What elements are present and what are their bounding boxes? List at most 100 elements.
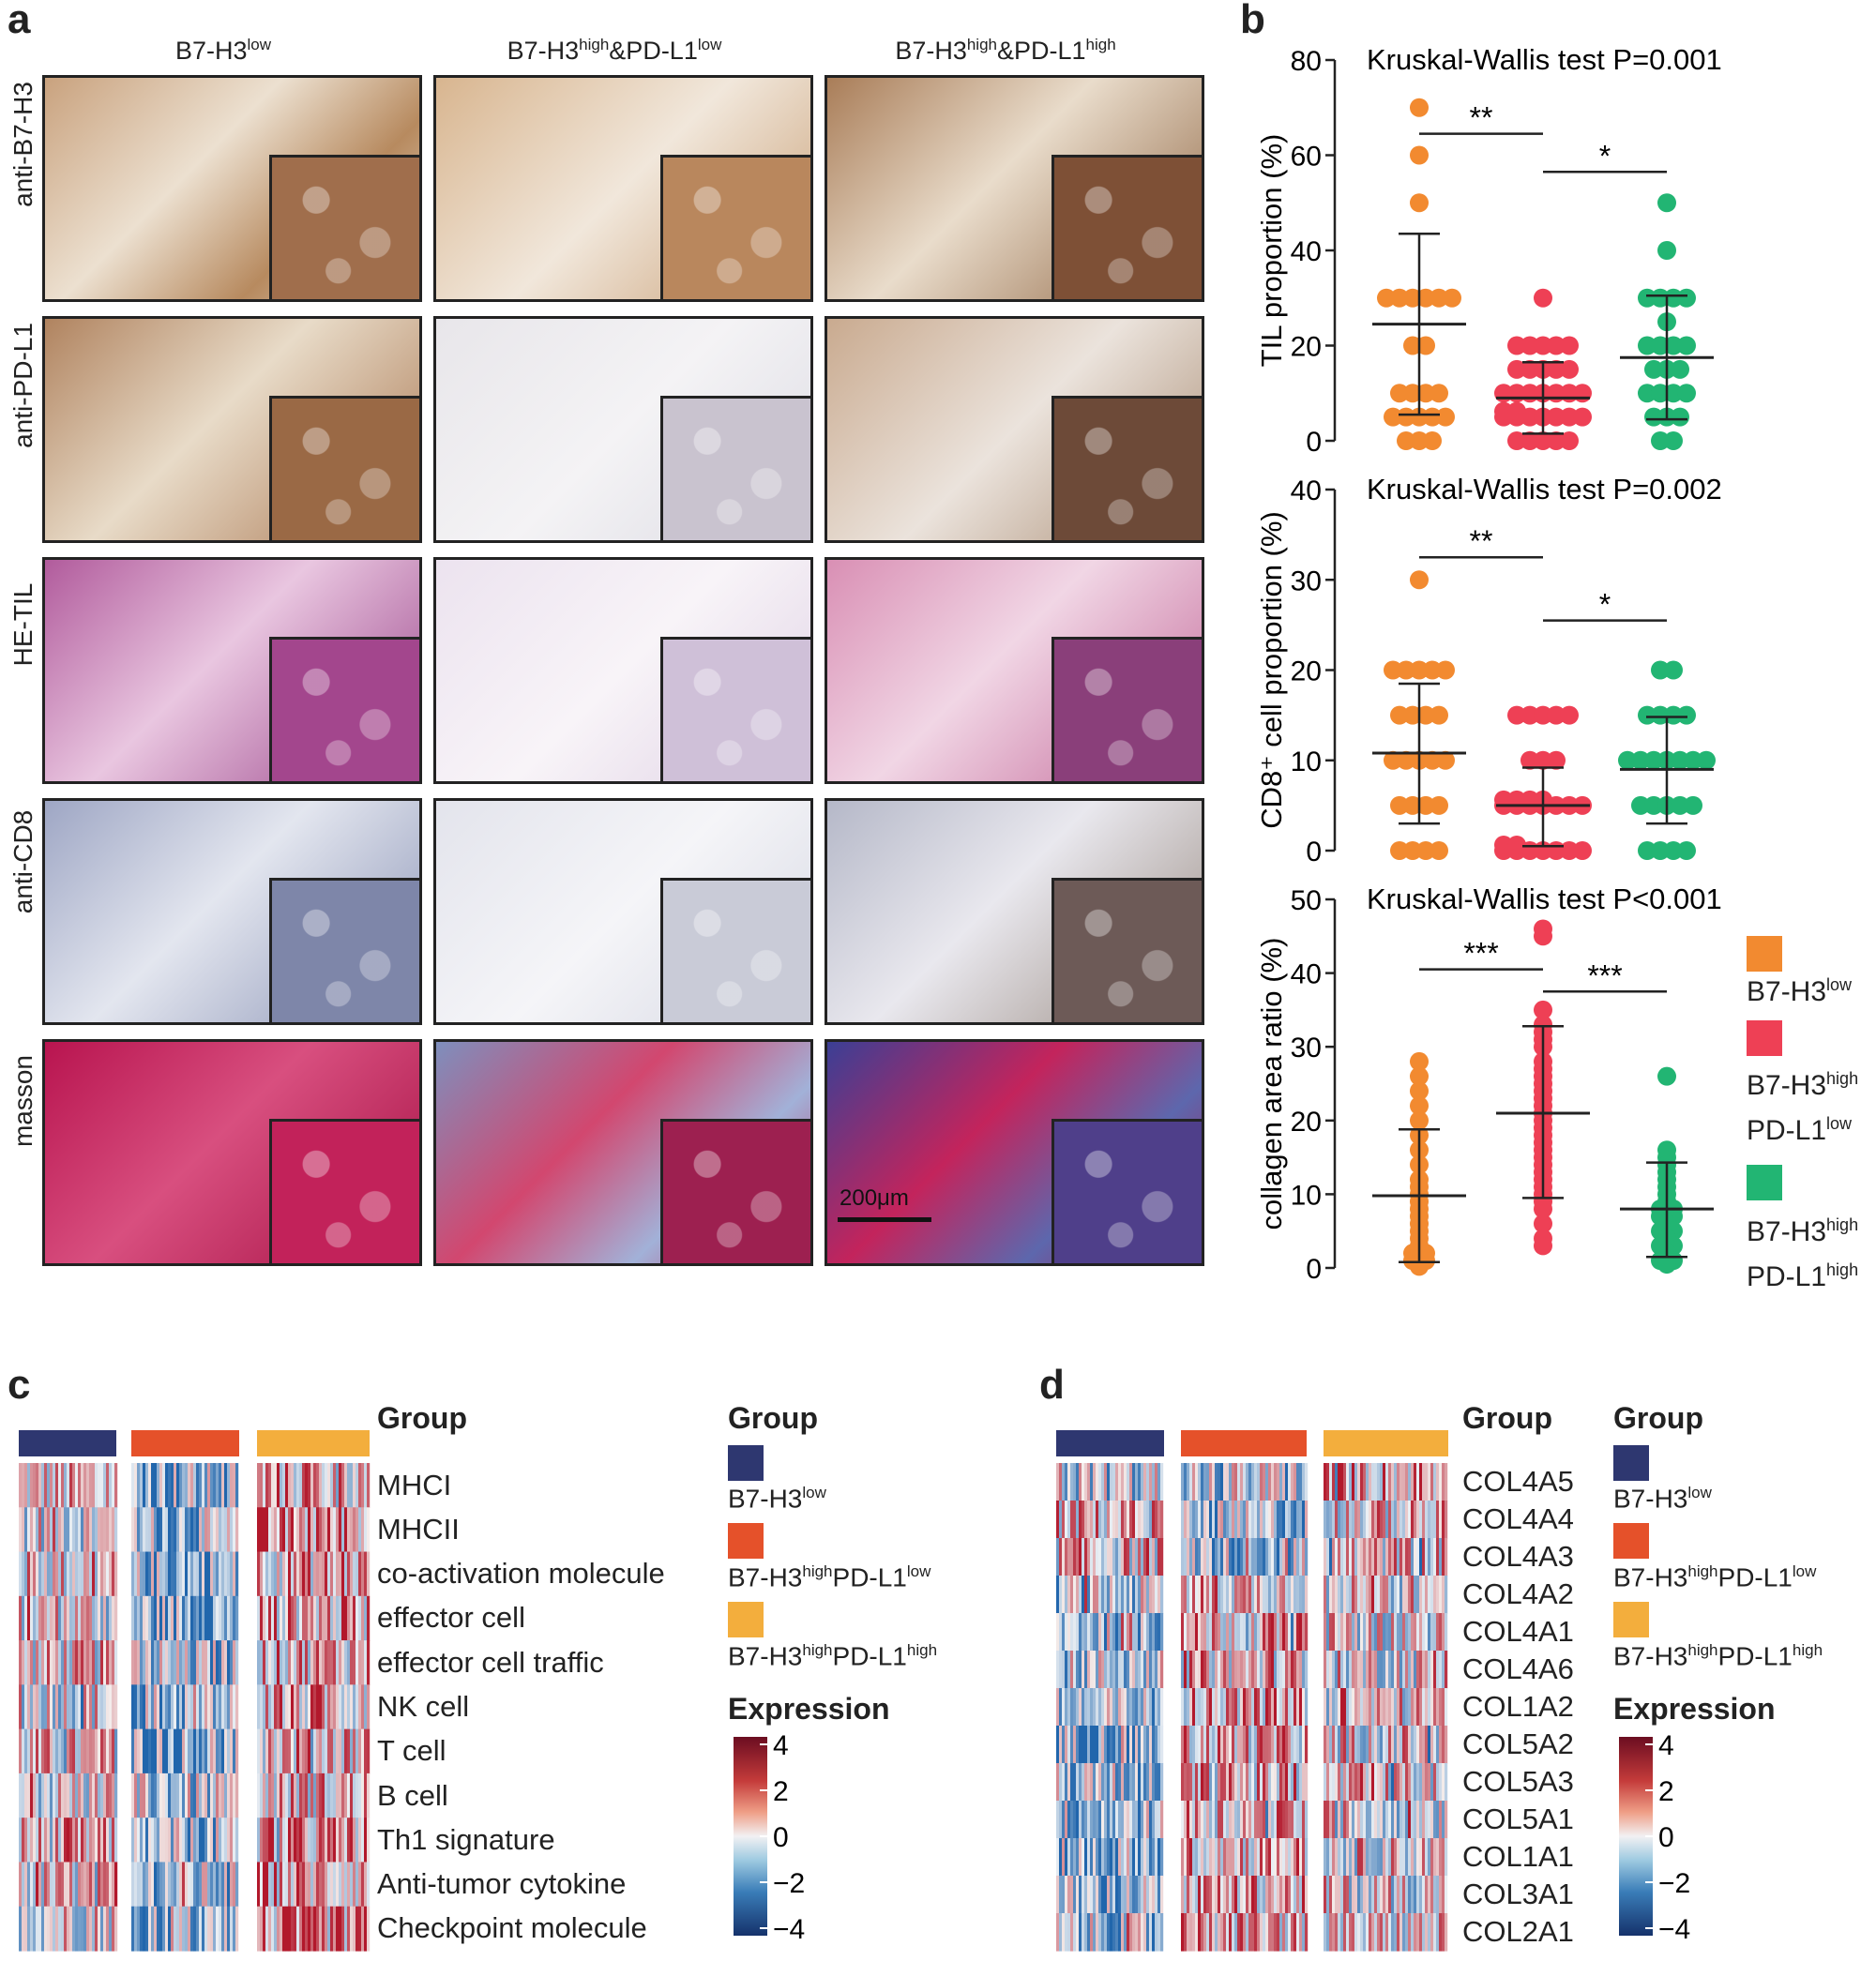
heatmap-cell — [1343, 1576, 1347, 1614]
heatmap-cell — [1087, 1651, 1091, 1689]
heatmap-row-block — [1324, 1463, 1448, 1501]
heatmap-cell — [1251, 1913, 1255, 1952]
heatmap-cell — [1112, 1763, 1116, 1802]
heatmap-cell — [1428, 1576, 1431, 1614]
heatmap-cell — [1181, 1576, 1185, 1614]
heatmap-cell — [1079, 1876, 1082, 1914]
heatmap-cell — [221, 1728, 225, 1774]
heatmap-cell — [285, 1507, 289, 1553]
heatmap-cell — [1149, 1913, 1153, 1952]
heatmap-cell — [168, 1862, 172, 1908]
heatmap-cell — [1107, 1651, 1111, 1689]
heatmap-cell — [341, 1640, 345, 1685]
heatmap-row-label: COL4A4 — [1462, 1502, 1574, 1535]
heatmap-cell — [137, 1772, 141, 1818]
heatmap-cell — [67, 1818, 70, 1863]
heatmap-cell — [1220, 1838, 1224, 1877]
heatmap-cell — [1360, 1726, 1364, 1764]
heatmap-cell — [58, 1640, 62, 1685]
heatmap-cell — [72, 1463, 76, 1508]
heatmap-cell — [1209, 1463, 1213, 1501]
data-point — [1560, 359, 1579, 379]
heatmap-cell — [1332, 1763, 1336, 1802]
heatmap-cell — [294, 1818, 297, 1863]
heatmap-cell — [1229, 1763, 1233, 1802]
heatmap-cell — [1260, 1688, 1263, 1727]
heatmap-cell — [58, 1772, 62, 1818]
legend-c-label-3: B7-H3highPD-L1high — [728, 1641, 938, 1671]
heatmap-cell — [296, 1862, 300, 1908]
heatmap-cell — [1260, 1763, 1263, 1802]
heatmap-cell — [1263, 1763, 1266, 1802]
heatmap-cell — [1433, 1913, 1437, 1952]
heatmap-cell — [1220, 1501, 1224, 1539]
heatmap-cell — [288, 1818, 292, 1863]
heatmap-cell — [1291, 1876, 1294, 1914]
data-point — [1410, 570, 1429, 590]
data-point — [1520, 431, 1539, 450]
heatmap-cell — [1093, 1651, 1097, 1689]
heatmap-cell — [310, 1507, 314, 1553]
heatmap-cell — [148, 1818, 152, 1863]
heatmap-cell — [1346, 1726, 1350, 1764]
heatmap-cell — [1414, 1501, 1417, 1539]
heatmap-cell — [1206, 1913, 1210, 1952]
heatmap-cell — [154, 1684, 158, 1730]
micrograph-tile-r5-c2 — [433, 1039, 813, 1266]
heatmap-cell — [1285, 1576, 1289, 1614]
heatmap-cell — [1354, 1763, 1358, 1802]
heatmap-cell — [1363, 1576, 1367, 1614]
heatmap-cell — [1385, 1463, 1389, 1501]
heatmap-cell — [1157, 1651, 1161, 1689]
heatmap-row-block — [1056, 1576, 1164, 1614]
heatmap-cell — [1184, 1876, 1188, 1914]
heatmap-cell — [1141, 1651, 1144, 1689]
heatmap-row-block — [19, 1507, 118, 1553]
heatmap-cell — [55, 1772, 59, 1818]
micrograph-tile-r4-c3 — [825, 798, 1204, 1025]
heatmap-cell — [288, 1507, 292, 1553]
heatmap-cell — [1371, 1801, 1375, 1839]
heatmap-cell — [353, 1463, 356, 1508]
heatmap-cell — [313, 1906, 317, 1952]
heatmap-cell — [1363, 1688, 1367, 1727]
heatmap-cell — [1360, 1688, 1364, 1727]
heatmap-cell — [1422, 1726, 1426, 1764]
heatmap-cell — [19, 1818, 23, 1863]
heatmap-cell — [1436, 1801, 1440, 1839]
heatmap-cell — [268, 1595, 272, 1641]
heatmap-cell — [219, 1551, 222, 1597]
heatmap-cell — [1248, 1576, 1252, 1614]
heatmap-cell — [1240, 1763, 1244, 1802]
heatmap-cell — [1229, 1538, 1233, 1576]
heatmap-cell — [1246, 1763, 1249, 1802]
heatmap-cell — [1352, 1613, 1355, 1652]
heatmap-cell — [1093, 1613, 1097, 1652]
heatmap-cell — [27, 1463, 31, 1508]
row-label-he-til: HE-TIL — [8, 582, 38, 667]
heatmap-row-block — [1056, 1876, 1164, 1914]
heatmap-cell — [221, 1862, 225, 1908]
significance-label: ** — [1470, 524, 1493, 558]
heatmap-cell — [1209, 1838, 1213, 1877]
heatmap-cell — [1291, 1538, 1294, 1576]
heatmap-cell — [78, 1551, 82, 1597]
heatmap-cell — [333, 1463, 337, 1508]
heatmap-cell — [137, 1906, 141, 1952]
heatmap-cell — [1107, 1876, 1111, 1914]
heatmap-cell — [188, 1862, 191, 1908]
heatmap-cell — [38, 1906, 42, 1952]
heatmap-cell — [1070, 1501, 1074, 1539]
heatmap-cell — [81, 1906, 84, 1952]
heatmap-cell — [1127, 1688, 1130, 1727]
heatmap-cell — [1363, 1613, 1367, 1652]
heatmap-cell — [154, 1595, 158, 1641]
heatmap-cell — [134, 1728, 138, 1774]
heatmap-cell — [1152, 1538, 1156, 1576]
heatmap-cell — [165, 1862, 169, 1908]
heatmap-cell — [1268, 1576, 1272, 1614]
heatmap-cell — [299, 1640, 303, 1685]
heatmap-cell — [1076, 1688, 1080, 1727]
heatmap-cell — [1084, 1538, 1088, 1576]
heatmap-cell — [157, 1818, 160, 1863]
